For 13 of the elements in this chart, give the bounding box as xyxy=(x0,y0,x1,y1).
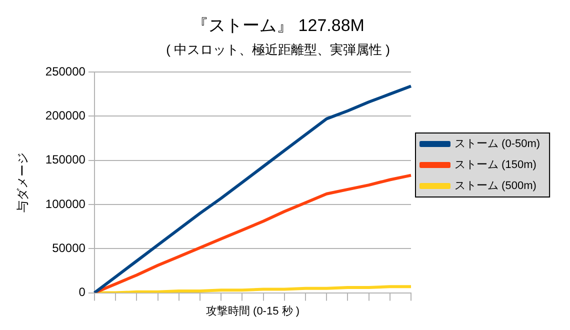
legend-label: ストーム (500m) xyxy=(454,180,536,192)
y-axis-title: 与ダメージ xyxy=(16,152,30,212)
legend-label: ストーム (150m) xyxy=(454,159,536,172)
y-tick-label: 150000 xyxy=(45,152,86,167)
x-axis-title: 攻撃時間 (0-15 秒 ) xyxy=(206,304,300,318)
chart-title: 『ストーム』 127.88M xyxy=(192,16,364,35)
chart-subtitle: ( 中スロット、極近距離型、実弾属性 ) xyxy=(166,42,390,57)
y-tick-label: 100000 xyxy=(45,196,86,211)
y-tick-label: 0 xyxy=(78,285,86,300)
y-tick-label: 50000 xyxy=(52,240,86,255)
y-tick-label: 200000 xyxy=(45,108,86,122)
legend-label: ストーム (0-50m) xyxy=(454,138,540,150)
y-tick-label: 250000 xyxy=(45,64,86,78)
